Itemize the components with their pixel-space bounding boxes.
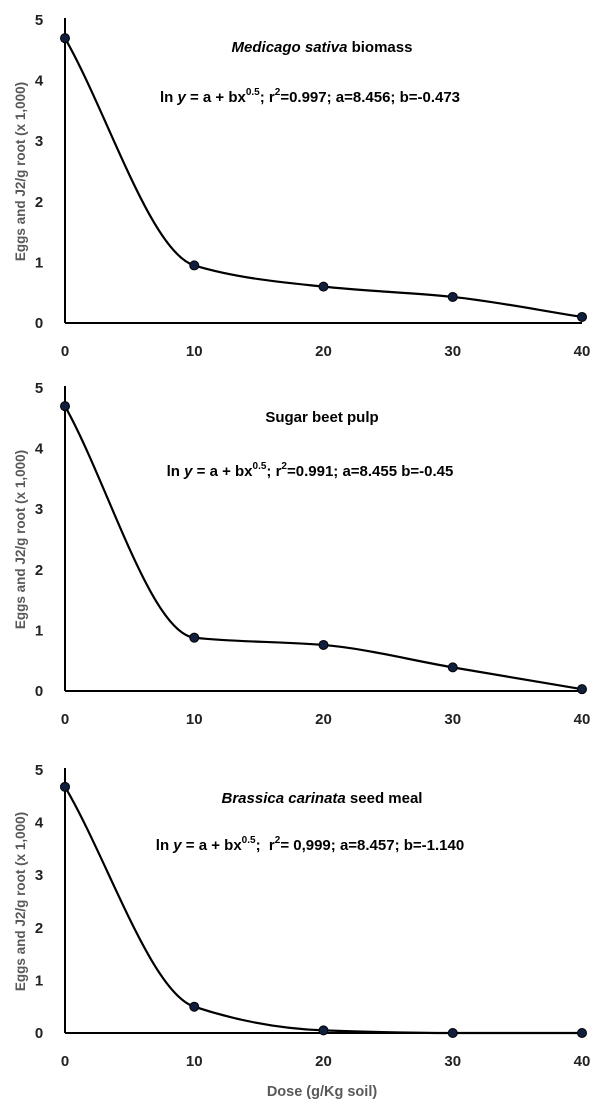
x-tick-label: 40 bbox=[574, 343, 591, 360]
y-tick-label: 0 bbox=[35, 315, 43, 332]
data-point bbox=[60, 33, 70, 44]
chart-panel-2: 0 1 2 3 4 5 0 10 20 30 40 Eggs and J2/g root (x 1,0… bbox=[13, 380, 590, 728]
y-tick-label: 1 bbox=[35, 972, 43, 989]
data-point bbox=[318, 639, 329, 650]
equation-rest: = 0,999; a=8.457; b=-1.140 bbox=[280, 837, 464, 854]
equation-y: y bbox=[183, 463, 193, 480]
x-tick-label: 30 bbox=[444, 343, 461, 360]
data-point bbox=[189, 260, 200, 271]
data-point bbox=[577, 1028, 587, 1038]
data-point bbox=[189, 632, 200, 643]
y-tick-label: 4 bbox=[35, 815, 44, 832]
series-line bbox=[64, 786, 582, 1035]
y-tick-label: 2 bbox=[35, 562, 43, 579]
y-tick-label: 4 bbox=[35, 441, 44, 458]
x-tick-label: 10 bbox=[186, 343, 203, 360]
data-point bbox=[318, 281, 329, 292]
x-tick-label: 10 bbox=[186, 1053, 203, 1070]
equation-tail: ; r bbox=[256, 837, 275, 854]
series-line bbox=[64, 37, 583, 319]
data-point bbox=[447, 291, 458, 302]
equation-y: y bbox=[176, 89, 186, 106]
x-tick-label: 20 bbox=[315, 1053, 332, 1070]
y-tick-label: 3 bbox=[35, 501, 43, 518]
y-tick-label: 0 bbox=[35, 1025, 43, 1042]
data-point bbox=[189, 1001, 200, 1012]
chart-title-text: biomass bbox=[347, 39, 412, 56]
equation-lead: ln bbox=[167, 463, 185, 480]
y-tick-label: 5 bbox=[35, 380, 43, 397]
y-tick-label: 1 bbox=[35, 254, 43, 271]
equation-annotation: ln y = a + bx0.5; r2=0.997; a=8.456; b=-… bbox=[160, 87, 460, 106]
y-tick-label: 2 bbox=[35, 194, 43, 211]
x-tick-label: 40 bbox=[574, 711, 591, 728]
chart-title: Sugar beet pulp bbox=[265, 409, 378, 426]
equation-exp: 0.5 bbox=[246, 87, 260, 98]
data-point bbox=[577, 311, 587, 322]
equation-tail: ; r bbox=[266, 463, 281, 480]
data-point bbox=[60, 401, 70, 412]
data-point bbox=[447, 1028, 458, 1038]
data-point bbox=[318, 1025, 329, 1036]
equation-annotation: ln y = a + bx0.5; r2=0.991; a=8.455 b=-0… bbox=[167, 461, 454, 480]
y-tick-label: 1 bbox=[35, 622, 43, 639]
x-tick-label: 0 bbox=[61, 711, 69, 728]
equation-exp: 0.5 bbox=[253, 461, 267, 472]
x-tick-label: 30 bbox=[444, 1053, 461, 1070]
x-tick-label: 20 bbox=[315, 711, 332, 728]
chart-title-italic: Brassica carinata bbox=[222, 790, 346, 807]
equation-tail: ; r bbox=[260, 89, 275, 106]
equation-y: y bbox=[172, 837, 182, 854]
y-tick-label: 5 bbox=[35, 762, 43, 779]
y-axis-label: Eggs and J2/g root (x 1,000) bbox=[13, 812, 28, 991]
equation-lead: ln bbox=[156, 837, 174, 854]
x-tick-label: 30 bbox=[444, 711, 461, 728]
x-tick-label: 10 bbox=[186, 711, 203, 728]
chart-panel-3: 0 1 2 3 4 5 0 10 20 30 40 Eggs and J2/g root (x 1,0… bbox=[13, 762, 590, 1070]
chart-title-text: seed meal bbox=[346, 790, 423, 807]
data-point bbox=[447, 662, 458, 673]
y-tick-label: 3 bbox=[35, 867, 43, 884]
x-tick-label: 0 bbox=[61, 343, 69, 360]
equation-mid: = a + bx bbox=[182, 837, 243, 854]
chart-title-text: Sugar beet pulp bbox=[265, 409, 378, 426]
x-tick-label: 0 bbox=[61, 1053, 69, 1070]
equation-rest: =0.991; a=8.455 b=-0.45 bbox=[287, 463, 453, 480]
y-tick-label: 5 bbox=[35, 12, 43, 29]
y-axis-label: Eggs and J2/g root (x 1,000) bbox=[13, 82, 28, 261]
series-line bbox=[64, 405, 583, 691]
equation-lead: ln bbox=[160, 89, 178, 106]
equation-rest: =0.997; a=8.456; b=-0.473 bbox=[280, 89, 460, 106]
x-axis-label: Dose (g/Kg soil) bbox=[267, 1084, 378, 1100]
chart-title-italic: Medicago sativa bbox=[232, 39, 348, 56]
equation-r-exp: 2 bbox=[281, 461, 287, 472]
y-axis-label: Eggs and J2/g root (x 1,000) bbox=[13, 450, 28, 629]
equation-r-exp: 2 bbox=[275, 835, 281, 846]
equation-mid: = a + bx bbox=[186, 89, 247, 106]
equation-mid: = a + bx bbox=[192, 463, 253, 480]
y-tick-label: 4 bbox=[35, 73, 44, 90]
chart-title: Brassica carinata seed meal bbox=[222, 790, 423, 807]
equation-annotation: ln y = a + bx0.5; r2= 0,999; a=8.457; b=… bbox=[156, 835, 464, 854]
data-point bbox=[577, 684, 587, 695]
y-tick-label: 3 bbox=[35, 133, 43, 150]
x-tick-label: 40 bbox=[574, 1053, 591, 1070]
equation-exp: 0.5 bbox=[242, 835, 256, 846]
y-tick-label: 2 bbox=[35, 920, 43, 937]
y-tick-label: 0 bbox=[35, 683, 43, 700]
equation-r-exp: 2 bbox=[275, 87, 281, 98]
chart-panel-1: 0 1 2 3 4 5 0 10 20 30 40 Eggs and J2/g root (x 1,0… bbox=[13, 12, 590, 360]
x-tick-label: 20 bbox=[315, 343, 332, 360]
chart-title: Medicago sativa biomass bbox=[232, 39, 413, 56]
data-point bbox=[60, 781, 70, 792]
